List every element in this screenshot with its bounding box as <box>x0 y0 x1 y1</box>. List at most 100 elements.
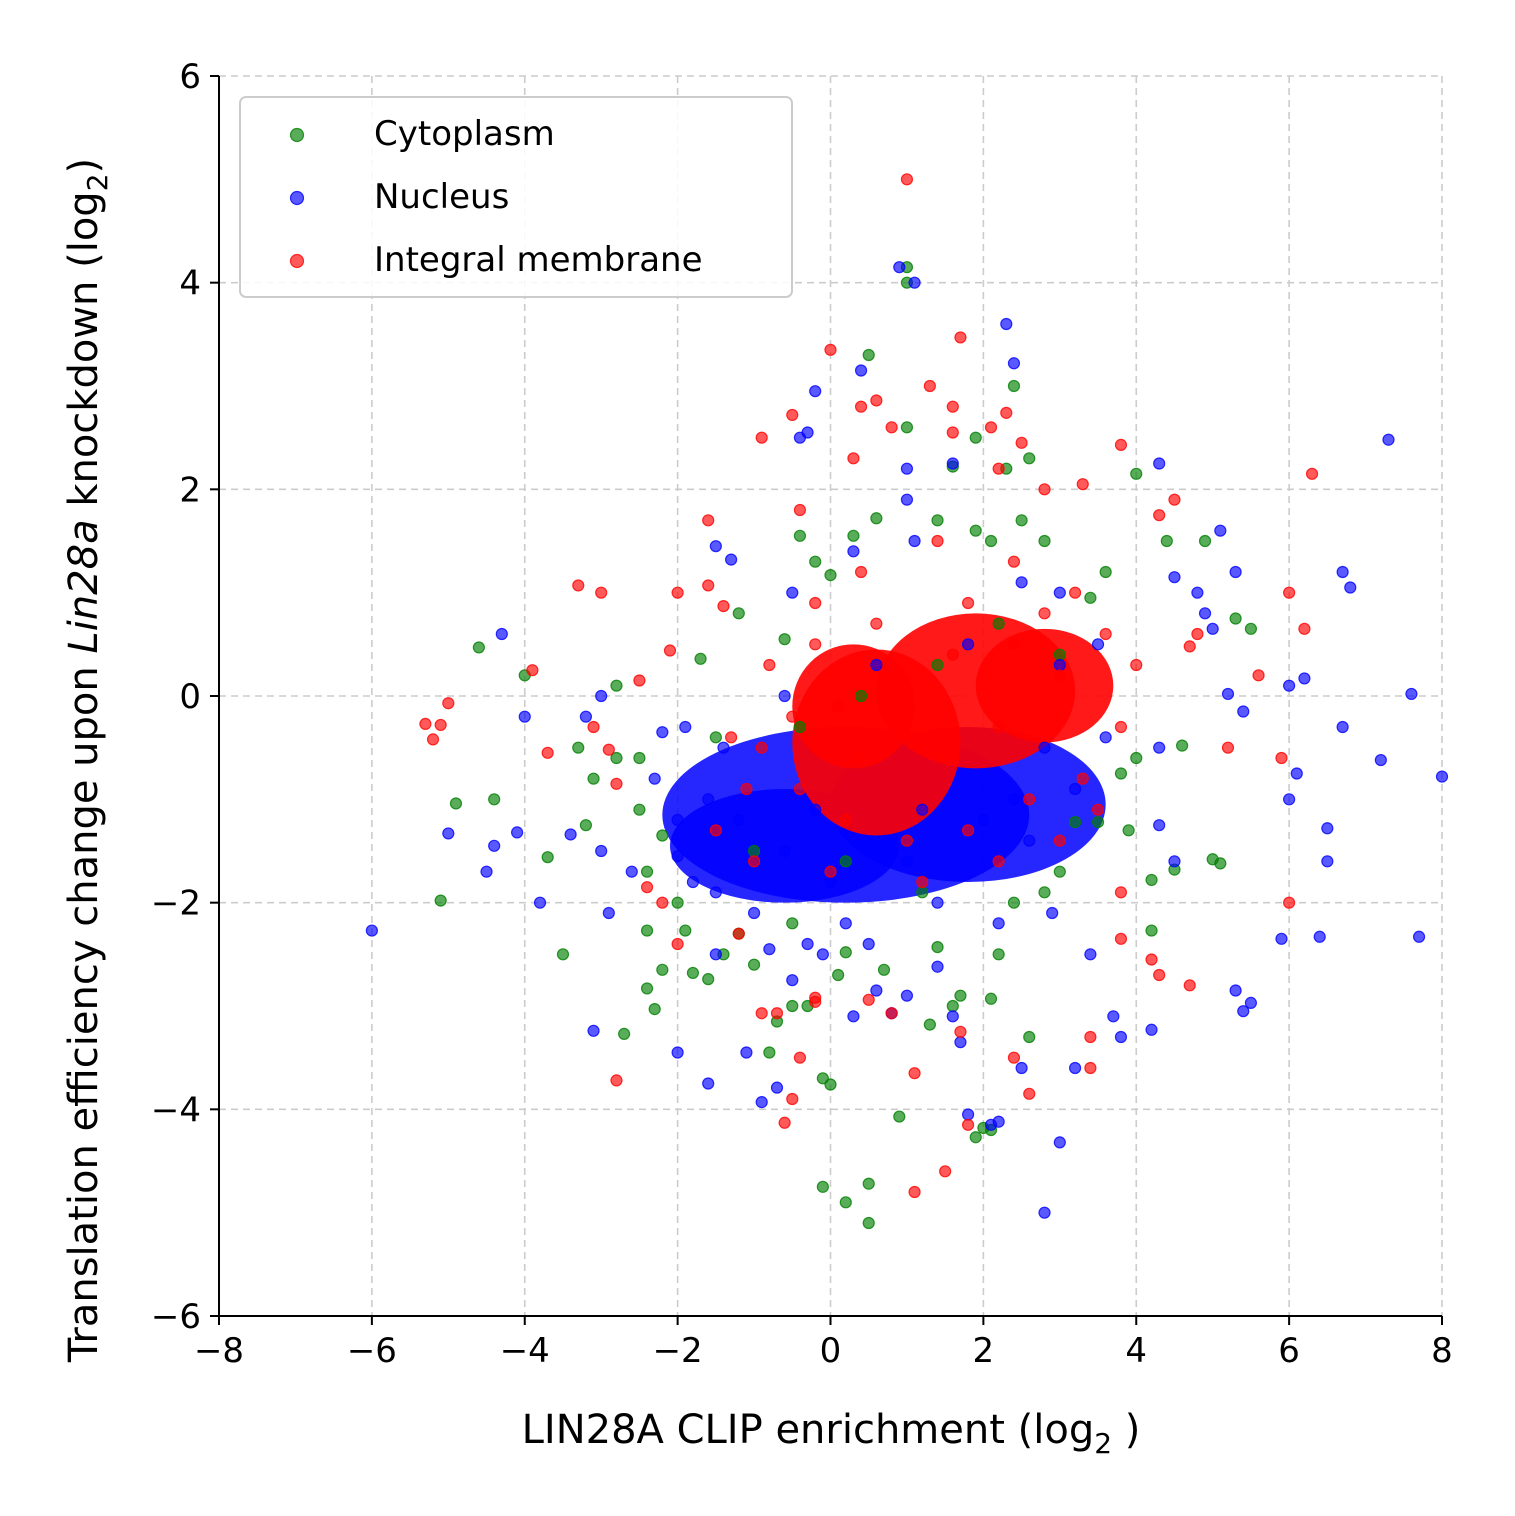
point-series-1 <box>595 844 608 858</box>
point-series-1 <box>1145 1023 1158 1036</box>
point-series-1 <box>1084 948 1097 961</box>
point-series-2 <box>1007 555 1021 568</box>
point-series-2 <box>931 534 944 548</box>
point-series-2 <box>946 648 959 661</box>
point-series-1 <box>1313 930 1326 943</box>
point-series-1 <box>1229 984 1242 997</box>
y-axis-title-sub: 2 <box>81 173 114 191</box>
point-series-2 <box>1153 968 1166 982</box>
point-series-2 <box>763 658 776 672</box>
point-series-2 <box>587 720 600 734</box>
point-series-2 <box>770 1007 784 1020</box>
point-series-0 <box>992 948 1005 961</box>
x-axis-title: LIN28A CLIP enrichment (log2 ) <box>522 1407 1141 1460</box>
point-series-0 <box>488 793 501 806</box>
point-series-1 <box>931 960 944 973</box>
point-series-1 <box>1168 855 1181 868</box>
point-series-2 <box>1183 979 1196 992</box>
point-series-0 <box>1007 896 1021 909</box>
point-series-2 <box>854 751 868 765</box>
point-series-2 <box>1145 953 1158 966</box>
point-series-0 <box>709 731 722 744</box>
point-series-2 <box>732 927 745 940</box>
point-series-2 <box>1114 932 1128 945</box>
point-series-2 <box>1000 406 1013 419</box>
point-series-0 <box>1038 534 1051 548</box>
point-series-0 <box>648 1002 661 1016</box>
x-axis-title-main: LIN28A CLIP enrichment (log <box>522 1407 1095 1453</box>
point-series-1 <box>686 875 700 889</box>
point-series-1 <box>1244 996 1258 1010</box>
point-series-0 <box>992 617 1005 630</box>
point-series-1 <box>916 803 929 816</box>
point-series-1 <box>1283 679 1296 692</box>
y-axis-title-tail: ) <box>61 158 107 174</box>
point-series-2 <box>1183 640 1196 653</box>
point-series-0 <box>862 348 875 362</box>
point-series-0 <box>633 751 646 765</box>
point-series-2 <box>541 746 554 759</box>
point-series-1 <box>709 948 722 961</box>
point-series-1 <box>1298 672 1311 685</box>
point-series-0 <box>839 946 852 959</box>
point-series-2 <box>709 824 722 837</box>
point-series-2 <box>824 343 837 356</box>
point-series-0 <box>832 968 845 982</box>
point-series-2 <box>786 1092 799 1106</box>
point-series-0 <box>1145 873 1158 887</box>
x-tick-label: −2 <box>653 1331 703 1371</box>
y-axis-title-italic: Lin28a <box>61 519 107 653</box>
point-series-2 <box>854 400 868 413</box>
point-series-0 <box>1023 1030 1036 1044</box>
point-series-1 <box>1114 1030 1128 1044</box>
point-series-2 <box>854 565 868 579</box>
point-series-1 <box>1107 1010 1120 1023</box>
axis-titles: LIN28A CLIP enrichment (log2 ) Translati… <box>61 158 1140 1460</box>
point-series-1 <box>755 1095 768 1109</box>
point-series-2 <box>1099 627 1112 641</box>
point-series-2 <box>870 394 883 407</box>
point-series-2 <box>1068 586 1082 599</box>
point-series-1 <box>854 364 868 377</box>
point-series-2 <box>847 452 860 465</box>
point-series-2 <box>809 596 822 610</box>
point-series-1 <box>1053 658 1066 672</box>
legend-marker <box>289 190 305 206</box>
point-series-1 <box>954 1036 967 1049</box>
point-series-2 <box>755 741 768 754</box>
point-series-1 <box>1015 576 1028 589</box>
point-series-1 <box>1374 753 1387 767</box>
point-series-2 <box>1114 438 1128 451</box>
point-series-0 <box>763 1046 776 1059</box>
point-series-1 <box>602 906 615 920</box>
point-series-1 <box>587 1024 600 1037</box>
point-series-0 <box>793 529 807 542</box>
y-tick-label: −6 <box>151 1297 201 1337</box>
point-series-2 <box>809 995 822 1008</box>
point-series-1 <box>992 917 1005 930</box>
point-series-2 <box>755 1007 768 1020</box>
point-series-1 <box>1091 638 1105 651</box>
y-tick-label: 4 <box>179 264 201 304</box>
point-series-1 <box>747 906 761 920</box>
point-series-0 <box>916 886 929 899</box>
point-series-0 <box>1007 379 1021 393</box>
point-series-0 <box>931 658 944 672</box>
point-series-0 <box>656 963 669 976</box>
point-series-2 <box>671 586 684 599</box>
point-series-1 <box>893 261 906 274</box>
point-series-0 <box>824 568 837 582</box>
point-series-1 <box>671 813 684 827</box>
point-series-1 <box>1237 705 1250 718</box>
point-series-1 <box>908 276 921 289</box>
point-series-1 <box>946 1010 959 1023</box>
point-series-1 <box>900 493 914 506</box>
point-series-2 <box>839 813 852 827</box>
point-series-2 <box>426 733 440 746</box>
point-series-2 <box>1015 436 1028 449</box>
point-series-2 <box>885 1007 898 1020</box>
point-series-2 <box>824 865 837 878</box>
point-series-1 <box>488 839 501 852</box>
point-series-1 <box>365 924 378 937</box>
